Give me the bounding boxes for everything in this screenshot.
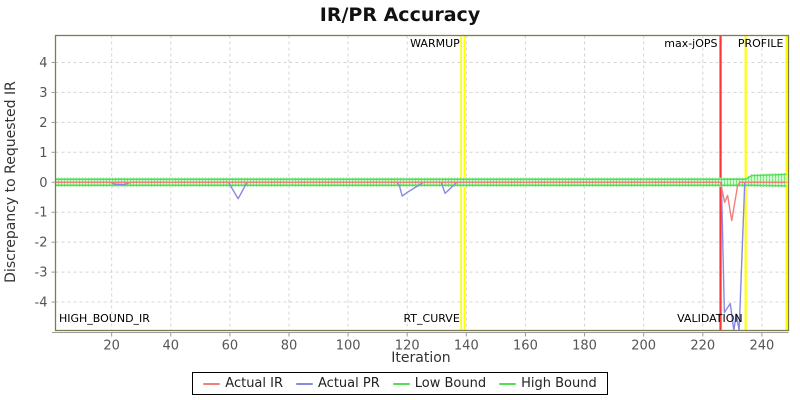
y-tick-label: 3	[39, 86, 47, 101]
x-tick-label: 220	[690, 339, 715, 354]
plot-svg: 20 40 60 80 100 120 140 160 180 200 220 240-4-3-2-1…	[3, 4, 790, 366]
y-tick-label: -3	[35, 266, 48, 281]
x-axis: 20 40 60 80 100 120 140 160 180 200 220 240	[52, 332, 789, 354]
legend-item-actual-pr: Actual PR	[296, 376, 380, 391]
legend-box: Actual IR Actual PR Low Bound High Bound	[192, 372, 608, 395]
x-tick-label: 160	[513, 339, 538, 354]
region-label-max-jops: max-jOPS	[664, 37, 717, 50]
y-tick-label: -1	[35, 206, 48, 221]
y-tick-label: 2	[39, 116, 47, 131]
plot-border	[54, 34, 790, 332]
legend-swatch-actual-ir	[203, 382, 221, 385]
legend-label: High Bound	[521, 376, 597, 391]
series-group	[55, 172, 787, 331]
y-axis: -4 -3 -2 -1 0 1 2 3 4	[35, 56, 56, 311]
x-tick-label: 240	[749, 339, 774, 354]
x-tick-label: 180	[572, 339, 597, 354]
legend-label: Low Bound	[414, 376, 487, 391]
x-tick-label: 20	[103, 339, 120, 354]
legend-item-high-bound: High Bound	[499, 376, 597, 391]
y-tick-label: 4	[39, 56, 47, 71]
y-tick-label: -4	[35, 296, 48, 311]
y-tick-label: 1	[39, 146, 47, 161]
series-low-bound-line	[55, 184, 787, 187]
region-label-profile: PROFILE	[738, 37, 784, 50]
x-axis-label: Iteration	[391, 350, 450, 366]
chart-title: IR/PR Accuracy	[320, 4, 481, 26]
x-tick-label: 200	[631, 339, 656, 354]
region-label-high-bound-ir: HIGH_BOUND_IR	[59, 312, 150, 325]
series-actual-ir-line	[55, 181, 787, 222]
region-label-warmup: WARMUP	[410, 37, 460, 50]
legend-label: Actual IR	[225, 376, 284, 391]
y-axis-label: Discrepancy to Requested IR	[3, 81, 19, 283]
x-tick-label: 120	[395, 339, 420, 354]
series-high-bound-line	[55, 173, 787, 180]
y-tick-label: 0	[39, 176, 47, 191]
legend-swatch-low-bound	[392, 382, 410, 385]
legend-label: Actual PR	[318, 376, 380, 391]
bound-band	[55, 172, 787, 188]
x-tick-label: 80	[281, 339, 298, 354]
x-tick-label: 140	[454, 339, 479, 354]
x-tick-label: 60	[222, 339, 239, 354]
region-label-validation: VALIDATION	[677, 312, 743, 325]
region-label-rt-curve: RT_CURVE	[403, 312, 459, 325]
legend-swatch-high-bound	[499, 382, 517, 385]
legend-item-low-bound: Low Bound	[392, 376, 487, 391]
legend-swatch-actual-pr	[296, 382, 314, 385]
legend-item-actual-ir: Actual IR	[203, 376, 283, 391]
y-tick-label: -2	[35, 236, 48, 251]
legend: Actual IR Actual PR Low Bound High Bound	[0, 372, 800, 395]
x-tick-label: 40	[162, 339, 179, 354]
x-tick-label: 100	[336, 339, 361, 354]
